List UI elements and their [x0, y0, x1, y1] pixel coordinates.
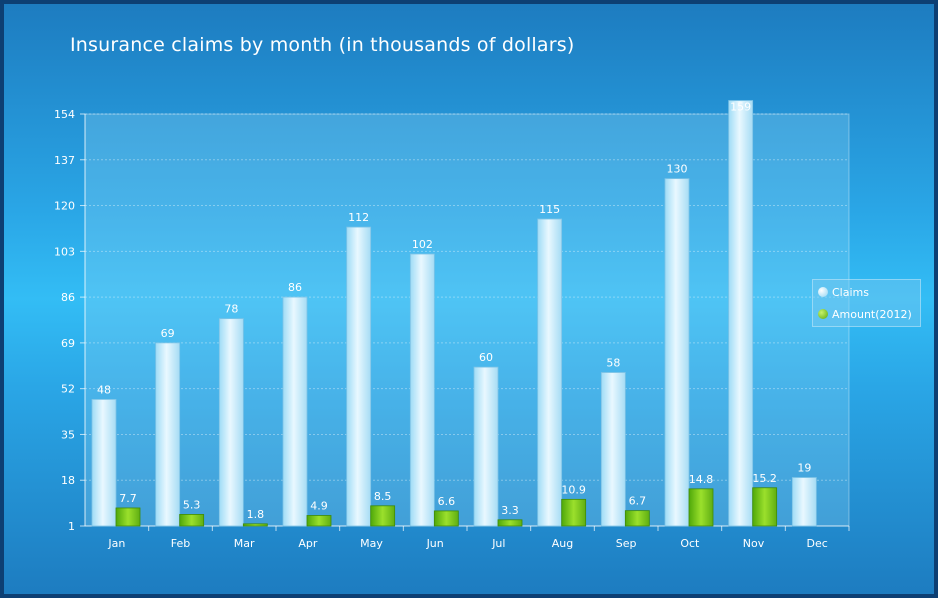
bar-claims	[346, 226, 372, 527]
x-tick-label: Feb	[171, 537, 190, 550]
data-label-amount: 6.7	[629, 495, 647, 508]
y-tick-label: 52	[61, 383, 75, 396]
plot-area	[84, 113, 850, 527]
data-label-claims: 86	[288, 281, 302, 294]
bar-amount	[624, 510, 650, 527]
data-label-amount: 8.5	[374, 490, 392, 503]
bar-claims	[282, 296, 308, 527]
x-tick-label: Jul	[491, 537, 505, 550]
data-label-claims: 159	[730, 101, 751, 114]
y-tick-label: 18	[61, 474, 75, 487]
x-tick-label: Jun	[426, 537, 444, 550]
data-labels: 48 7.7 69 5.3 78 1.8 86 4.9 112 8.5 102 6.6 60 3.3 115…	[97, 101, 811, 521]
y-tick-label: 120	[54, 200, 75, 213]
bar-amount	[433, 510, 459, 527]
x-axis: Jan Feb Mar Apr May Jun Jul Aug Sep Oct Nov Dec	[85, 525, 850, 550]
data-label-claims: 69	[161, 327, 175, 340]
y-tick-label: 35	[61, 428, 75, 441]
x-tick-label: Aug	[552, 537, 573, 550]
bar-claims	[537, 218, 563, 527]
legend-claims-swatch	[818, 287, 828, 297]
data-label-claims: 130	[667, 163, 688, 176]
data-label-amount: 14.8	[689, 473, 714, 486]
data-label-claims: 102	[412, 238, 433, 251]
x-tick-label: Nov	[743, 537, 765, 550]
gridlines	[85, 113, 849, 481]
data-label-amount: 6.6	[438, 495, 456, 508]
x-tick-label: Dec	[807, 537, 828, 550]
bar-claims	[91, 399, 117, 527]
legend-amount-label: Amount(2012)	[832, 307, 912, 321]
y-tick-label: 69	[61, 337, 75, 350]
y-axis: 1 18 35 52 69 86 103 120 137 154	[54, 108, 86, 533]
bar-amount	[561, 498, 587, 527]
legend-item-amount: Amount(2012)	[818, 307, 912, 321]
data-label-claims: 115	[539, 203, 560, 216]
y-tick-label: 137	[54, 154, 75, 167]
bars	[91, 100, 817, 527]
x-tick-label: Jan	[107, 537, 125, 550]
x-tick-label: May	[360, 537, 383, 550]
x-tick-label: Sep	[616, 537, 637, 550]
y-tick-label: 1	[68, 520, 75, 533]
data-label-amount: 10.9	[561, 483, 586, 496]
bar-amount	[179, 514, 205, 527]
x-tick-label: Mar	[234, 537, 255, 550]
x-tick-label: Oct	[680, 537, 700, 550]
bar-amount	[115, 507, 141, 527]
bar-claims	[791, 477, 817, 527]
bar-claims	[409, 253, 435, 527]
bar-amount	[306, 515, 332, 527]
chart-title: Insurance claims by month (in thousands …	[70, 34, 575, 56]
legend: Claims Amount(2012)	[812, 279, 921, 327]
bar-amount	[242, 523, 268, 527]
bar-claims	[664, 178, 690, 527]
bar-amount	[688, 488, 714, 527]
data-label-amount: 5.3	[183, 498, 201, 511]
data-label-amount: 15.2	[752, 472, 777, 485]
legend-claims-label: Claims	[832, 285, 869, 299]
bar-claims	[218, 318, 244, 527]
y-tick-label: 154	[54, 108, 75, 121]
data-label-claims: 78	[224, 303, 238, 316]
data-label-claims: 112	[348, 211, 369, 224]
bar-claims	[155, 342, 181, 527]
bar-amount	[752, 487, 778, 527]
data-label-amount: 7.7	[119, 492, 137, 505]
data-label-amount: 3.3	[501, 504, 519, 517]
bar-claims	[473, 366, 499, 527]
data-label-amount: 4.9	[310, 499, 328, 512]
bar-claims	[600, 372, 626, 527]
bar-amount	[370, 505, 396, 527]
data-label-claims: 19	[797, 462, 811, 475]
data-label-claims: 60	[479, 351, 493, 364]
legend-item-claims: Claims	[818, 285, 869, 299]
data-label-claims: 58	[606, 357, 620, 370]
bar-claims	[728, 100, 754, 527]
legend-amount-swatch	[818, 309, 828, 319]
data-label-amount: 1.8	[247, 508, 265, 521]
bar-amount	[497, 519, 523, 527]
y-tick-label: 103	[54, 245, 75, 258]
data-label-claims: 48	[97, 383, 111, 396]
y-tick-label: 86	[61, 291, 75, 304]
x-tick-label: Apr	[298, 537, 318, 550]
